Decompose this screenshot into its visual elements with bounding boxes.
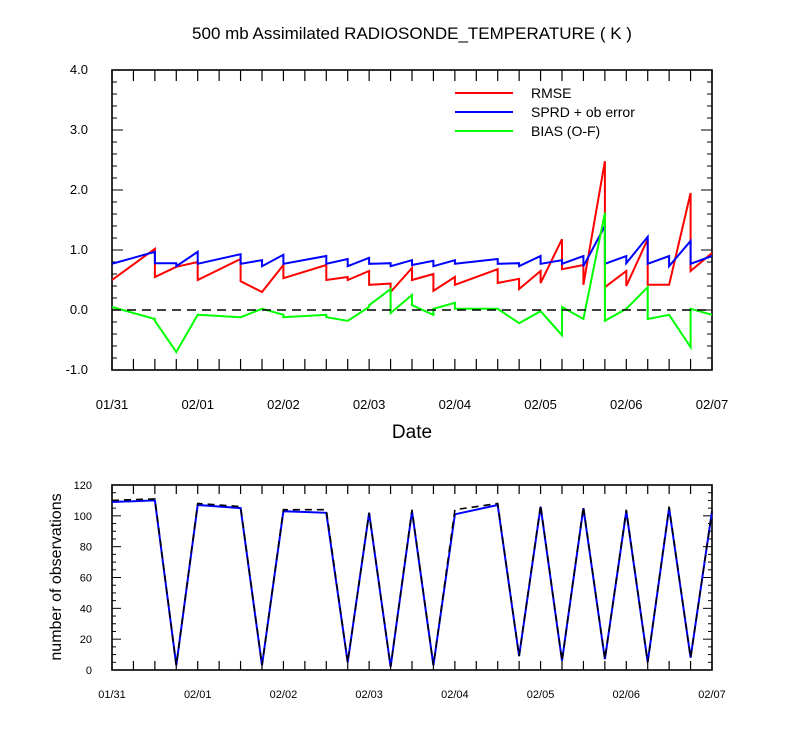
x-tick-label: 02/07: [696, 397, 729, 412]
y-tick-label: 0.0: [70, 302, 88, 317]
y-tick-label: 20: [80, 634, 92, 646]
top-chart-title: 500 mb Assimilated RADIOSONDE_TEMPERATUR…: [192, 24, 632, 43]
bottom-x-tick-labels: 01/31 02/01 02/02 02/03 02/04 02/05 02/06 02/07: [98, 689, 726, 701]
y-tick-label: 0: [86, 665, 92, 677]
series-line-assimilated: [111, 499, 713, 668]
x-tick-label: 02/05: [524, 397, 557, 412]
x-tick-label: 01/31: [98, 689, 126, 701]
bottom-series-group: [111, 498, 713, 668]
top-ticks: [111, 69, 713, 371]
top-x-tick-labels: 01/31 02/01 02/02 02/03 02/04 02/05 02/06 02/07: [96, 397, 729, 412]
y-tick-label: -1.0: [66, 362, 88, 377]
y-tick-label: 80: [80, 542, 92, 554]
x-tick-label: 02/02: [267, 397, 300, 412]
x-tick-label: 02/04: [439, 397, 472, 412]
x-tick-label: 02/03: [353, 397, 386, 412]
top-plot-area: [111, 69, 713, 371]
top-y-tick-labels: -1.0 0.0 1.0 2.0 3.0 4.0: [66, 62, 88, 377]
legend-entry-bias: BIAS (O-F): [455, 123, 600, 139]
x-tick-label: 02/02: [270, 689, 298, 701]
y-tick-label: 1.0: [70, 242, 88, 257]
y-tick-label: 120: [74, 480, 92, 492]
legend-entry-rmse: RMSE: [455, 85, 571, 101]
top-series-group: [111, 161, 713, 354]
legend-label-rmse: RMSE: [531, 85, 571, 101]
x-tick-label: 02/06: [613, 689, 641, 701]
x-tick-label: 02/03: [355, 689, 383, 701]
legend-entry-sprd: SPRD + ob error: [455, 104, 635, 120]
series-line-bias-o-f: [111, 212, 713, 354]
bottom-ticks: [111, 484, 713, 671]
y-tick-label: 40: [80, 603, 92, 615]
x-tick-label: 02/05: [527, 689, 555, 701]
y-tick-label: 60: [80, 573, 92, 585]
series-line-rmse: [111, 161, 713, 295]
x-tick-label: 02/01: [184, 689, 212, 701]
bottom-y-tick-labels: 0 20 40 60 80 100 120: [74, 480, 92, 677]
y-tick-label: 2.0: [70, 182, 88, 197]
x-tick-label: 02/01: [181, 397, 214, 412]
legend-label-bias: BIAS (O-F): [531, 123, 600, 139]
y-tick-label: 100: [74, 511, 92, 523]
x-tick-label: 02/04: [441, 689, 469, 701]
bottom-plot-area: [111, 484, 713, 671]
series-line-possible: [111, 498, 713, 668]
y-tick-label: 4.0: [70, 62, 88, 77]
top-x-axis-label: Date: [392, 422, 432, 443]
x-tick-label: 02/06: [610, 397, 643, 412]
y-tick-label: 3.0: [70, 122, 88, 137]
series-line-sprd-ob-error: [111, 225, 713, 269]
legend-label-sprd: SPRD + ob error: [531, 104, 635, 120]
x-tick-label: 02/07: [698, 689, 726, 701]
bottom-y-axis-label: number of observations: [48, 493, 65, 660]
x-tick-label: 01/31: [96, 397, 129, 412]
legend: RMSE SPRD + ob error BIAS (O-F): [455, 85, 635, 139]
